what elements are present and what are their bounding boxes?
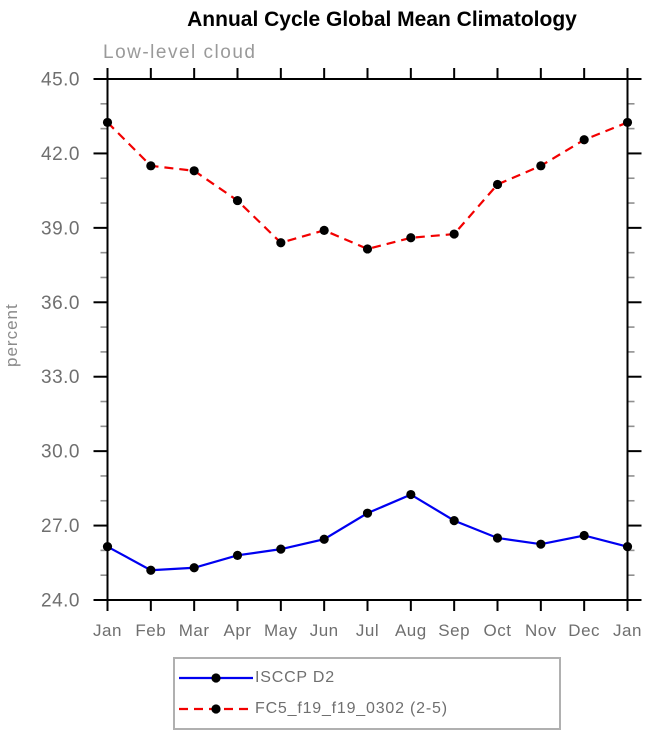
series-0-marker [579, 530, 589, 541]
plot-area: 24.0 27.0 30.0 33.0 36.0 39.0 42.0 45.0 Jan Feb Ma… [41, 68, 642, 640]
series-0-line [106, 493, 628, 572]
y-tick-label: 33.0 [41, 367, 80, 388]
series-0-marker [146, 565, 156, 575]
legend-sample-marker [211, 704, 221, 714]
series-0-marker [362, 508, 373, 518]
legend-item-isccp: ISCCP D2 [175, 663, 559, 694]
series-1-marker [276, 238, 286, 248]
y-tick-label: 24.0 [41, 591, 80, 612]
series-1-marker [102, 117, 113, 128]
chart-subtitle: Low-level cloud [103, 42, 257, 63]
series-0-marker [189, 563, 199, 573]
plot-frame [106, 78, 629, 601]
x-tick-label: Mar [179, 621, 210, 640]
x-tick-label: May [264, 621, 298, 640]
y-tick-label: 42.0 [41, 144, 80, 165]
series-0-marker [319, 534, 329, 544]
x-tick-label: Oct [484, 621, 512, 640]
x-tick-label: Apr [224, 621, 252, 640]
series-1-marker [232, 195, 243, 206]
series-1-marker [449, 229, 459, 239]
y-tick-label: 45.0 [41, 70, 80, 91]
chart-title: Annual Cycle Global Mean Climatology [187, 8, 577, 31]
series-0-marker [622, 542, 633, 552]
legend-sample-marker [211, 673, 221, 683]
series-0-marker [536, 539, 546, 549]
legend-item-fc5: FC5_f19_f19_0302 (2-5) [175, 694, 559, 725]
x-tick-label: Sep [438, 621, 470, 640]
legend-box: ISCCP D2 FC5_f19_f19_0302 (2-5) [173, 657, 561, 730]
legend-label-fc5: FC5_f19_f19_0302 (2-5) [255, 700, 448, 717]
series-0-marker [492, 533, 503, 543]
y-tick-label: 36.0 [41, 293, 80, 314]
legend-line-sample-dashed [179, 704, 253, 714]
x-tick-label: Feb [135, 621, 166, 640]
x-tick-label: Nov [525, 621, 557, 640]
series-0-marker [102, 542, 113, 552]
series-1-marker [406, 233, 416, 243]
x-tick-label: Jan [613, 621, 642, 640]
series-1-marker [579, 135, 589, 145]
legend-line-sample-solid [179, 673, 253, 683]
x-tick-label: Jan [93, 621, 122, 640]
legend-label-isccp: ISCCP D2 [255, 669, 335, 686]
x-tick-label: Dec [568, 621, 600, 640]
series-1-marker [319, 225, 329, 235]
y-tick-label: 27.0 [41, 516, 80, 537]
series-0-marker [406, 489, 416, 500]
x-tick-label: Aug [395, 621, 427, 640]
y-tick-label: 39.0 [41, 218, 80, 239]
series-1-marker [492, 179, 503, 190]
series-1-line [106, 121, 628, 251]
series-1-marker [146, 161, 156, 171]
series-1-marker [622, 117, 633, 128]
y-tick-label: 30.0 [41, 442, 80, 463]
series-0-marker [232, 550, 243, 560]
series-0-marker [449, 516, 459, 526]
series-1-marker [189, 166, 199, 176]
series-0-marker [276, 544, 286, 554]
x-tick-label: Jul [356, 621, 379, 640]
x-tick-label: Jun [310, 621, 339, 640]
series-1-marker [536, 161, 546, 171]
series-1-marker [362, 244, 373, 254]
